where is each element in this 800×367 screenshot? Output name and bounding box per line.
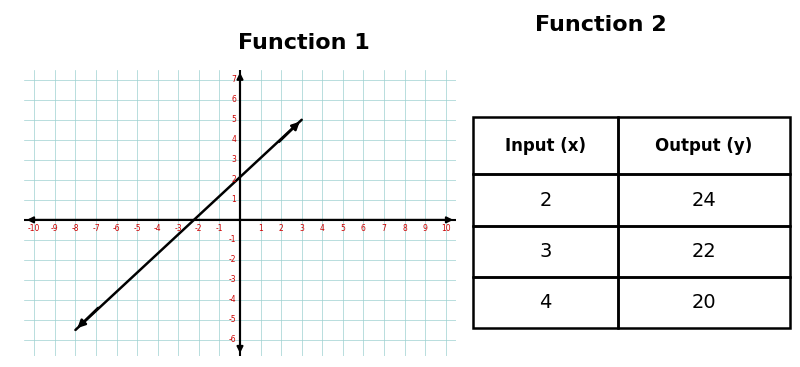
Text: -4: -4 (154, 224, 162, 233)
Text: 8: 8 (402, 224, 407, 233)
Text: -3: -3 (174, 224, 182, 233)
Text: 6: 6 (361, 224, 366, 233)
Text: 4: 4 (539, 293, 552, 312)
Text: -10: -10 (28, 224, 41, 233)
Text: 24: 24 (691, 190, 716, 210)
Text: Output (y): Output (y) (655, 137, 752, 155)
Text: 4: 4 (231, 135, 236, 144)
Bar (618, 277, 790, 328)
Text: -7: -7 (92, 224, 100, 233)
Text: -9: -9 (51, 224, 58, 233)
Bar (618, 226, 790, 277)
Text: 7: 7 (231, 75, 236, 84)
Bar (473, 174, 618, 226)
Text: 6: 6 (231, 95, 236, 104)
Text: 3: 3 (231, 155, 236, 164)
Text: 1: 1 (258, 224, 263, 233)
Text: 1: 1 (231, 195, 236, 204)
Text: 2: 2 (278, 224, 283, 233)
Text: -2: -2 (195, 224, 202, 233)
Text: -5: -5 (229, 316, 236, 324)
Text: 4: 4 (320, 224, 325, 233)
Text: -4: -4 (229, 295, 236, 305)
Text: 7: 7 (382, 224, 386, 233)
Text: Function 2: Function 2 (534, 15, 666, 34)
Text: 5: 5 (231, 115, 236, 124)
Text: -5: -5 (134, 224, 141, 233)
Text: 22: 22 (691, 242, 716, 261)
Text: 5: 5 (341, 224, 346, 233)
Text: 20: 20 (691, 293, 716, 312)
Text: -1: -1 (216, 224, 223, 233)
Text: -3: -3 (229, 275, 236, 284)
Bar (473, 117, 618, 174)
Text: 3: 3 (299, 224, 304, 233)
Bar (618, 117, 790, 174)
Bar (618, 174, 790, 226)
Bar (473, 226, 618, 277)
Bar (473, 277, 618, 328)
Text: -1: -1 (229, 235, 236, 244)
Text: -6: -6 (229, 335, 236, 345)
Text: 9: 9 (422, 224, 427, 233)
Text: 2: 2 (231, 175, 236, 184)
Text: -2: -2 (229, 255, 236, 264)
Text: -6: -6 (113, 224, 120, 233)
Text: Input (x): Input (x) (505, 137, 586, 155)
Text: 3: 3 (539, 242, 552, 261)
Text: 2: 2 (539, 190, 552, 210)
Text: 10: 10 (441, 224, 450, 233)
Text: -8: -8 (72, 224, 79, 233)
Text: Function 1: Function 1 (238, 33, 370, 53)
